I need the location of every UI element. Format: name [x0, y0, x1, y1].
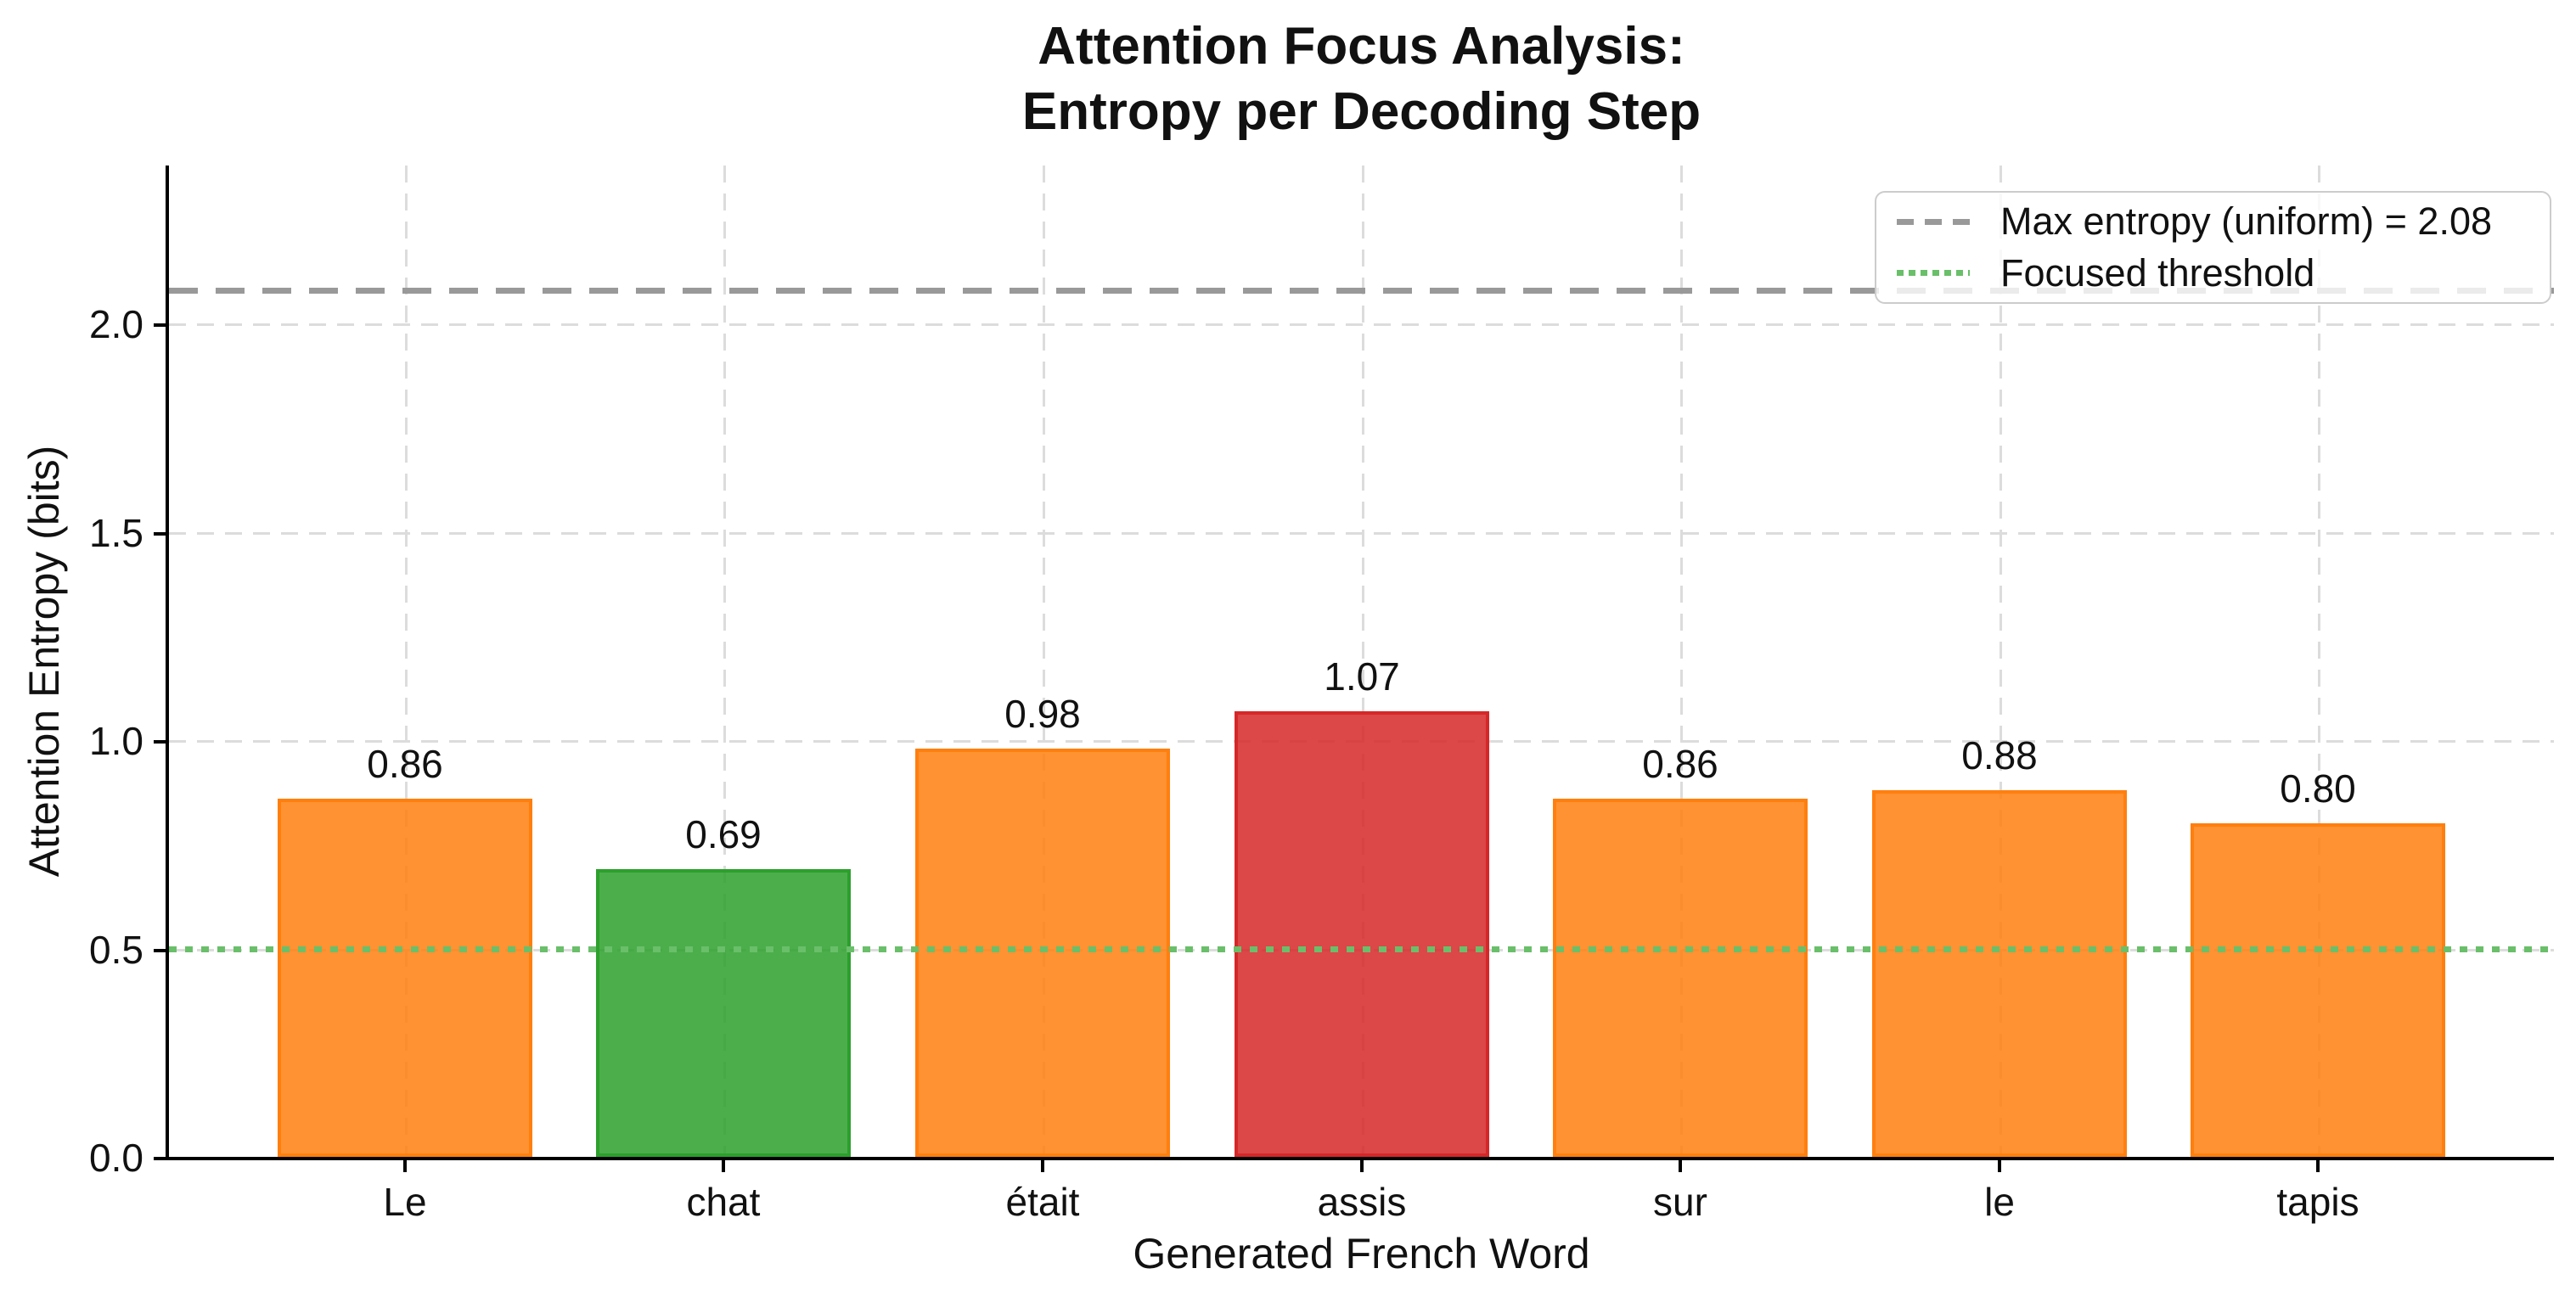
chart-title: Attention Focus Analysis: Entropy per De…: [169, 14, 2554, 144]
x-tick-label-était: était: [1005, 1180, 1080, 1224]
chart-title-line-1: Attention Focus Analysis:: [1038, 17, 1685, 76]
x-tick-mark: [722, 1160, 725, 1172]
y-tick-label: 1.5: [89, 511, 143, 555]
threshold-line: [169, 946, 2554, 952]
x-tick-mark: [2316, 1160, 2320, 1172]
legend: Max entropy (uniform) = 2.08 Focused thr…: [1875, 191, 2551, 304]
bar-tapis: [2191, 823, 2445, 1157]
bar-sur: [1553, 799, 1808, 1157]
bar-value-label: 0.86: [367, 742, 443, 786]
y-tick-mark: [154, 949, 166, 952]
legend-entry-max-entropy: Max entropy (uniform) = 2.08: [1897, 199, 2550, 244]
grid-line-vertical: [723, 166, 726, 1157]
x-tick-label-sur: sur: [1653, 1180, 1707, 1224]
x-axis-label: Generated French Word: [1133, 1230, 1590, 1277]
y-tick-label: 1.0: [89, 719, 143, 763]
bar-value-label: 0.80: [2280, 766, 2356, 811]
x-tick-mark: [1360, 1160, 1364, 1172]
legend-label: Max entropy (uniform) = 2.08: [2000, 199, 2493, 244]
grid-line-vertical: [1680, 166, 1683, 1157]
bar-chat: [596, 869, 851, 1157]
grid-line-vertical: [1999, 166, 2002, 1157]
chart-title-line-2: Entropy per Decoding Step: [1021, 82, 1701, 141]
max-entropy-line: [169, 288, 2554, 294]
bar-était: [915, 749, 1170, 1157]
y-tick-mark: [154, 323, 166, 327]
y-tick-mark: [154, 532, 166, 536]
grid-line-vertical: [1043, 166, 1045, 1157]
bar-value-label: 0.69: [685, 812, 762, 856]
x-tick-label-assis: assis: [1317, 1180, 1407, 1224]
x-tick-label-le: le: [1984, 1180, 2015, 1224]
y-tick-label: 0.5: [89, 928, 143, 972]
y-tick-mark: [154, 740, 166, 744]
x-tick-mark: [1041, 1160, 1044, 1172]
bar-value-label: 0.88: [1961, 733, 2038, 777]
y-tick-label: 0.0: [89, 1136, 143, 1180]
grid-line-vertical: [405, 166, 408, 1157]
y-tick-label: 2.0: [89, 302, 143, 346]
x-tick-mark: [1998, 1160, 2001, 1172]
max-entropy-line-sample-icon: [1897, 218, 1970, 225]
grid-line-vertical: [1362, 166, 1364, 1157]
legend-entry-focused-threshold: Focused threshold: [1897, 251, 2550, 295]
legend-label: Focused threshold: [2000, 250, 2315, 295]
bar-value-label: 0.98: [1004, 692, 1081, 736]
x-tick-label-chat: chat: [686, 1180, 761, 1224]
x-tick-mark: [403, 1160, 407, 1172]
grid-line-vertical: [2318, 166, 2320, 1157]
bar-le: [1872, 790, 2127, 1157]
axis-spine-bottom: [166, 1157, 2554, 1160]
bar-Le: [278, 799, 532, 1157]
x-tick-mark: [1679, 1160, 1682, 1172]
grid-line-horizontal: [169, 532, 2554, 535]
y-tick-mark: [154, 1157, 166, 1160]
bar-value-label: 0.86: [1642, 742, 1718, 786]
x-tick-label-Le: Le: [383, 1180, 427, 1224]
axis-spine-left: [166, 166, 169, 1160]
threshold-line-sample-icon: [1897, 270, 1970, 277]
x-tick-label-tapis: tapis: [2276, 1180, 2359, 1224]
bar-value-label: 1.07: [1324, 654, 1400, 699]
grid-line-horizontal: [169, 323, 2554, 326]
bar-assis: [1235, 711, 1489, 1157]
